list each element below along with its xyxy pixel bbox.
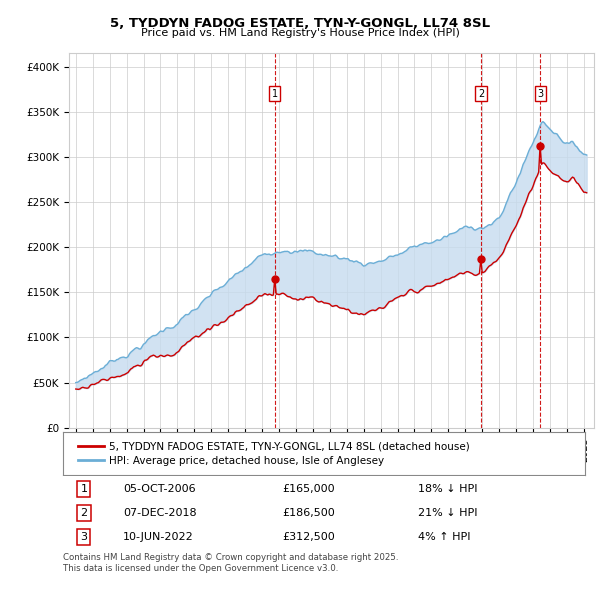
Text: 18% ↓ HPI: 18% ↓ HPI bbox=[418, 484, 478, 494]
Text: 3: 3 bbox=[80, 532, 88, 542]
Text: 21% ↓ HPI: 21% ↓ HPI bbox=[418, 508, 478, 518]
Text: Price paid vs. HM Land Registry's House Price Index (HPI): Price paid vs. HM Land Registry's House … bbox=[140, 28, 460, 38]
Text: 2: 2 bbox=[478, 88, 484, 99]
Text: 05-OCT-2006: 05-OCT-2006 bbox=[123, 484, 196, 494]
Text: 3: 3 bbox=[538, 88, 544, 99]
Text: 5, TYDDYN FADOG ESTATE, TYN-Y-GONGL, LL74 8SL: 5, TYDDYN FADOG ESTATE, TYN-Y-GONGL, LL7… bbox=[110, 17, 490, 30]
Text: 1: 1 bbox=[272, 88, 278, 99]
Text: 4% ↑ HPI: 4% ↑ HPI bbox=[418, 532, 470, 542]
Text: 1: 1 bbox=[80, 484, 88, 494]
Legend: 5, TYDDYN FADOG ESTATE, TYN-Y-GONGL, LL74 8SL (detached house), HPI: Average pri: 5, TYDDYN FADOG ESTATE, TYN-Y-GONGL, LL7… bbox=[73, 437, 474, 470]
Text: 07-DEC-2018: 07-DEC-2018 bbox=[123, 508, 197, 518]
Text: £165,000: £165,000 bbox=[282, 484, 335, 494]
Text: £312,500: £312,500 bbox=[282, 532, 335, 542]
Text: Contains HM Land Registry data © Crown copyright and database right 2025.
This d: Contains HM Land Registry data © Crown c… bbox=[63, 553, 398, 573]
Text: 2: 2 bbox=[80, 508, 88, 518]
Text: 10-JUN-2022: 10-JUN-2022 bbox=[123, 532, 194, 542]
Text: £186,500: £186,500 bbox=[282, 508, 335, 518]
